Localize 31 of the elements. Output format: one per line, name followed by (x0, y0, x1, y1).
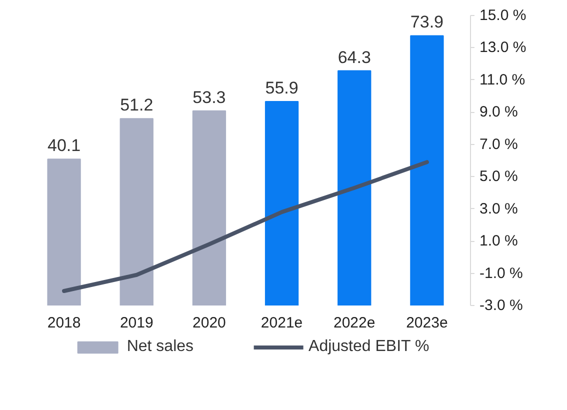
bar (47, 158, 81, 306)
x-tick-label: 2019 (120, 314, 154, 332)
data-label: 53.3 (192, 88, 226, 107)
line-series (62, 160, 429, 293)
data-label: 73.9 (410, 12, 444, 32)
x-tick-label: 2023e (406, 314, 448, 332)
x-tick-label: 2022e (334, 314, 376, 332)
y2-tick-label: 1.0 % (480, 232, 518, 250)
data-label: 51.2 (120, 96, 154, 115)
x-tick-label: 2021e (260, 314, 303, 332)
y2-tick-label: 9.0 % (480, 104, 518, 121)
y2-tick-label: 15.0 % (480, 7, 526, 24)
y2-tick-label: 13.0 % (480, 39, 526, 56)
y2-tick-label: 7.0 % (480, 136, 518, 153)
data-label: 64.3 (338, 48, 371, 67)
y2-tick-label: -3.0 % (480, 297, 523, 314)
legend-label: Adjusted EBIT % (308, 338, 430, 356)
y2-tick-label: -1.0 % (480, 264, 523, 282)
bar (410, 35, 444, 306)
x-tick-label: 2020 (192, 314, 226, 332)
y2-tick-label: 3.0 % (480, 200, 518, 218)
x-tick-label: 2018 (47, 314, 81, 332)
bar (264, 100, 299, 306)
bar (192, 110, 226, 306)
bar (338, 70, 372, 306)
y2-tick-label: 11.0 % (480, 71, 526, 88)
data-label: 55.9 (265, 78, 298, 98)
y2-tick-label: 5.0 % (480, 168, 518, 186)
data-label: 40.1 (48, 136, 81, 156)
legend-label: Net sales (126, 338, 194, 356)
bar (120, 118, 154, 306)
